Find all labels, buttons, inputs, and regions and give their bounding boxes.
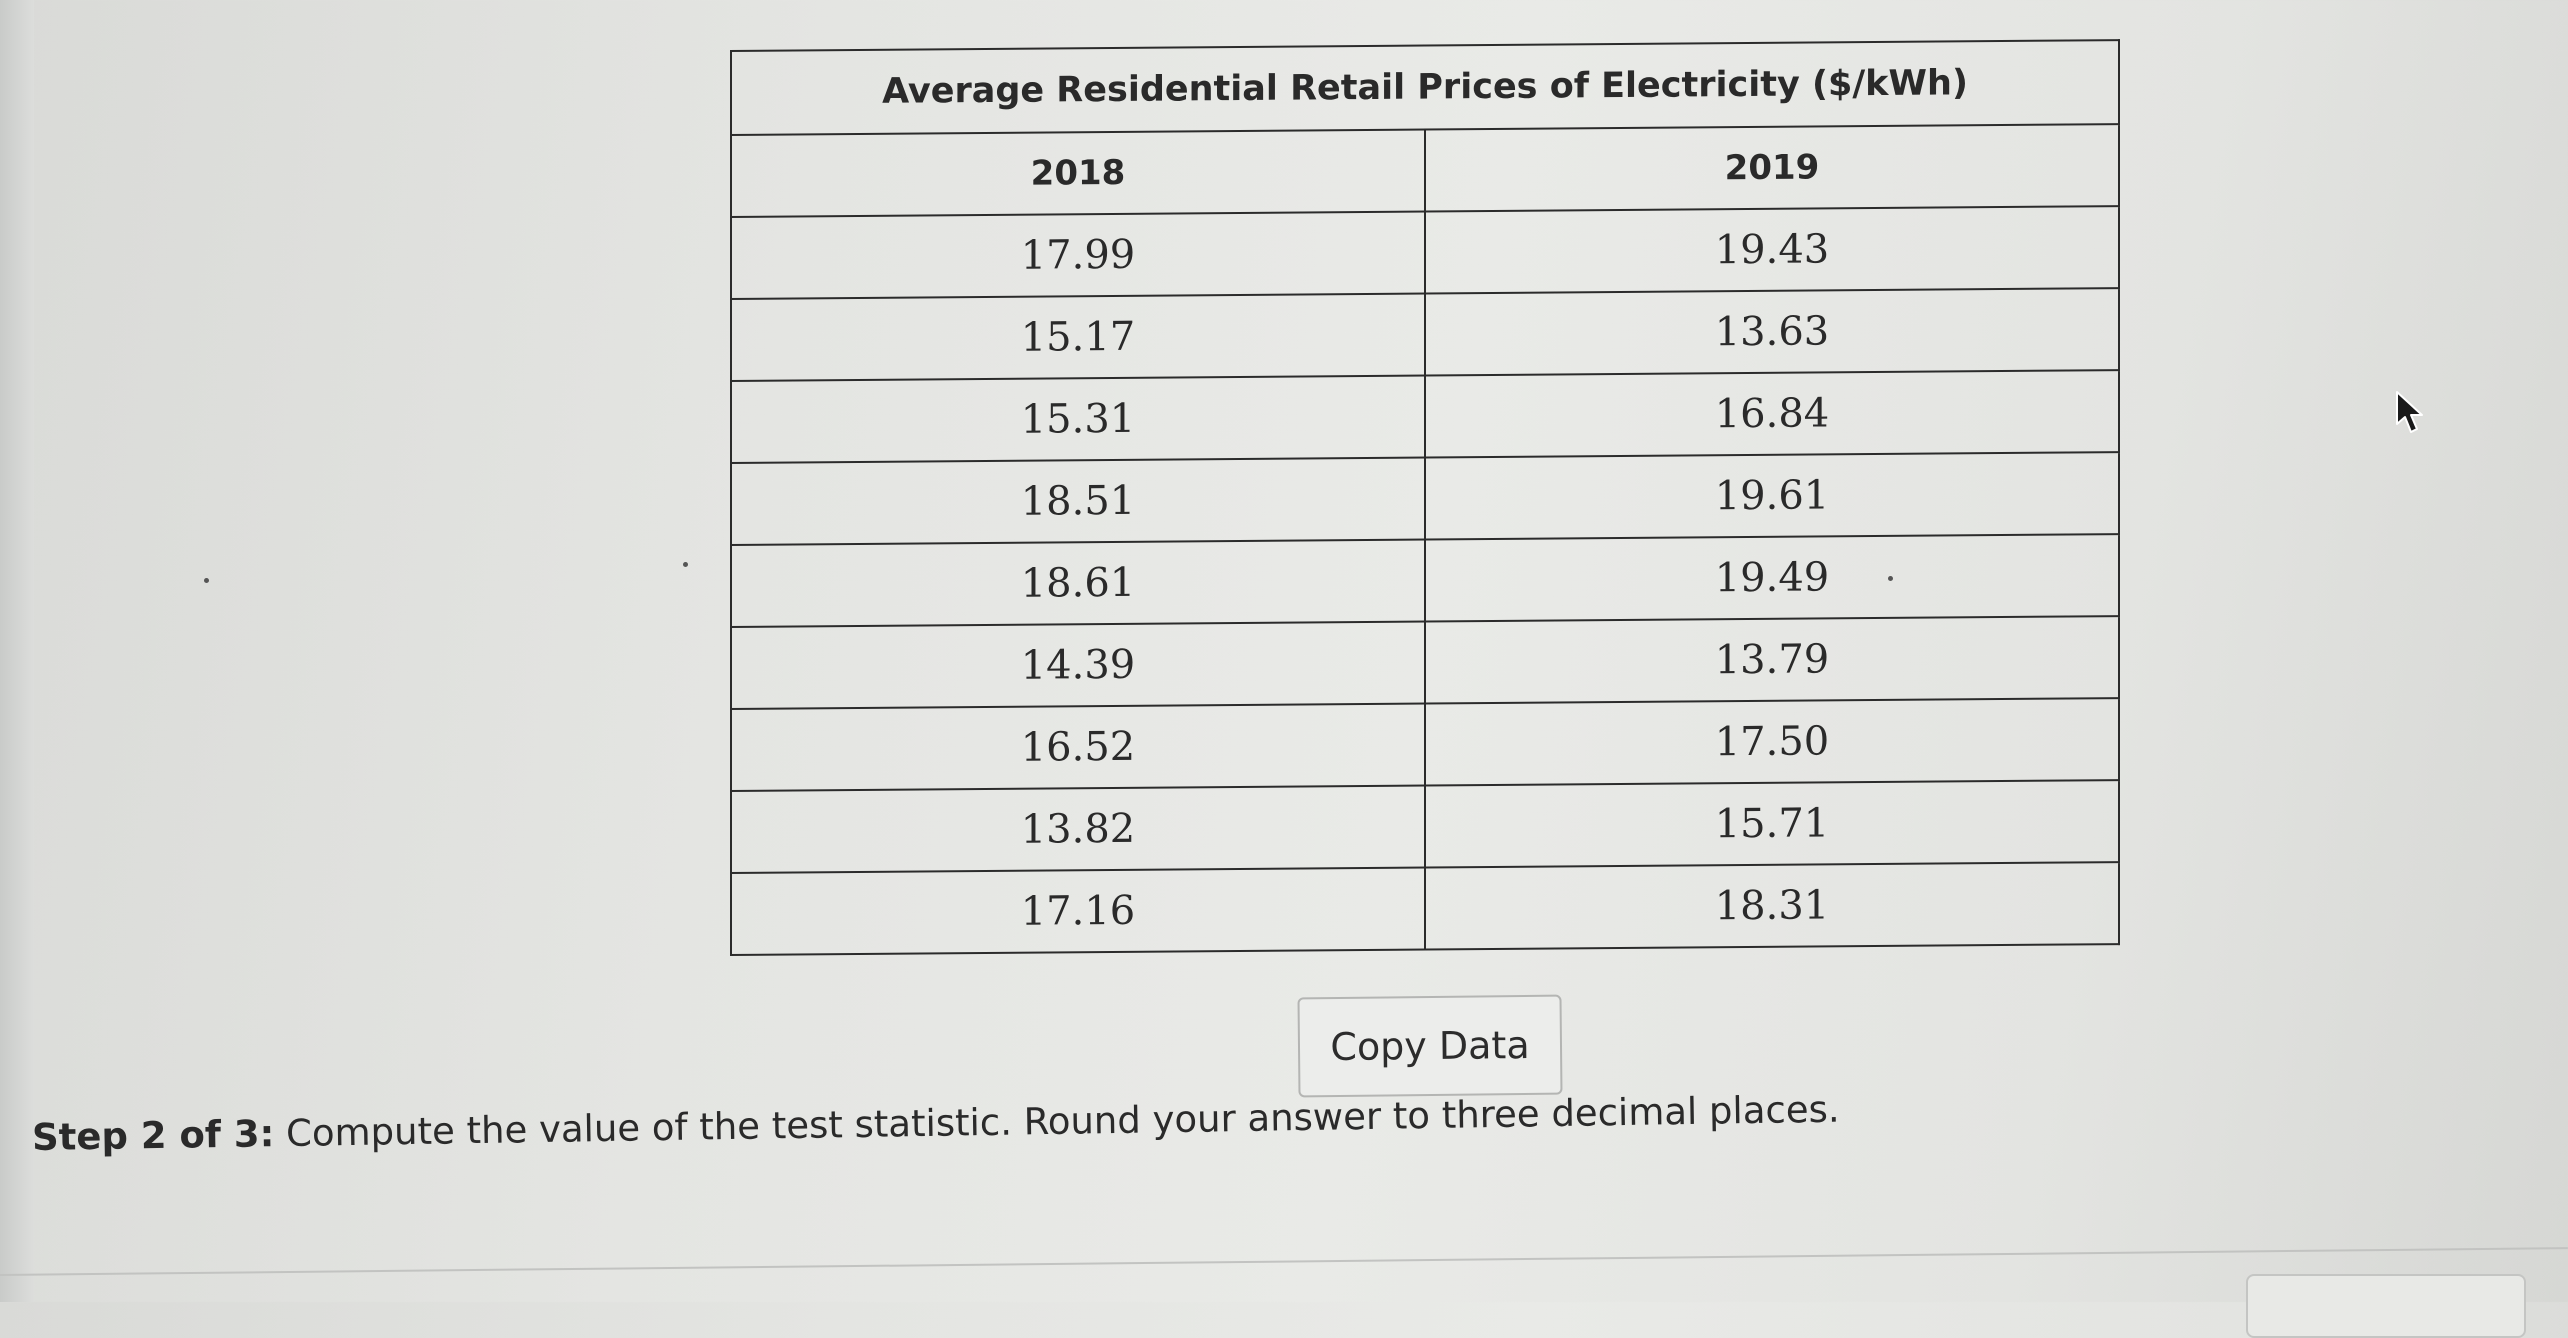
table-cell: 19.49 (1425, 534, 2119, 622)
copy-data-button[interactable]: Copy Data (1297, 994, 1563, 1098)
data-table: Average Residential Retail Prices of Ele… (730, 39, 2120, 956)
table-cell: 15.31 (731, 375, 1425, 463)
screen-speck (683, 562, 688, 567)
table-cell: 19.61 (1425, 452, 2119, 540)
table-row: 18.51 19.61 (731, 452, 2119, 545)
screen-speck (1888, 576, 1893, 581)
table-cell: 18.61 (731, 539, 1425, 627)
table-row: 16.52 17.50 (731, 698, 2119, 791)
table-cell: 13.79 (1425, 616, 2119, 704)
table-cell: 18.51 (731, 457, 1425, 545)
screen-edge (0, 0, 34, 1302)
answer-input-box[interactable] (2246, 1274, 2526, 1338)
step-instruction: Step 2 of 3: Compute the value of the te… (32, 1088, 1840, 1159)
divider (0, 1247, 2568, 1276)
table-title: Average Residential Retail Prices of Ele… (731, 40, 2119, 135)
table-cell: 16.84 (1425, 370, 2119, 458)
table-cell: 15.71 (1425, 780, 2119, 868)
table-row: 18.61 19.49 (731, 534, 2119, 627)
table-cell: 13.82 (731, 785, 1425, 873)
column-header-2018: 2018 (731, 129, 1425, 217)
table-cell: 15.17 (731, 293, 1425, 381)
table-cell: 13.63 (1425, 288, 2119, 376)
table-row: 15.31 16.84 (731, 370, 2119, 463)
step-text: Compute the value of the test statistic.… (285, 1087, 1840, 1156)
table-cell: 16.52 (731, 703, 1425, 791)
table-cell: 19.43 (1425, 206, 2119, 294)
table-row: 13.82 15.71 (731, 780, 2119, 873)
table-row: 17.16 18.31 (731, 862, 2119, 955)
column-header-2019: 2019 (1425, 124, 2119, 212)
table-row: 15.17 13.63 (731, 288, 2119, 381)
table-cell: 18.31 (1425, 862, 2119, 950)
screen-speck (204, 578, 209, 583)
table-cell: 14.39 (731, 621, 1425, 709)
table-row: 17.99 19.43 (731, 206, 2119, 299)
table-cell: 17.99 (731, 211, 1425, 299)
step-label: Step 2 of 3: (31, 1112, 275, 1159)
table-cell: 17.16 (731, 867, 1425, 955)
table-cell: 17.50 (1425, 698, 2119, 786)
arrow-cursor-icon (2396, 391, 2423, 433)
table-row: 14.39 13.79 (731, 616, 2119, 709)
